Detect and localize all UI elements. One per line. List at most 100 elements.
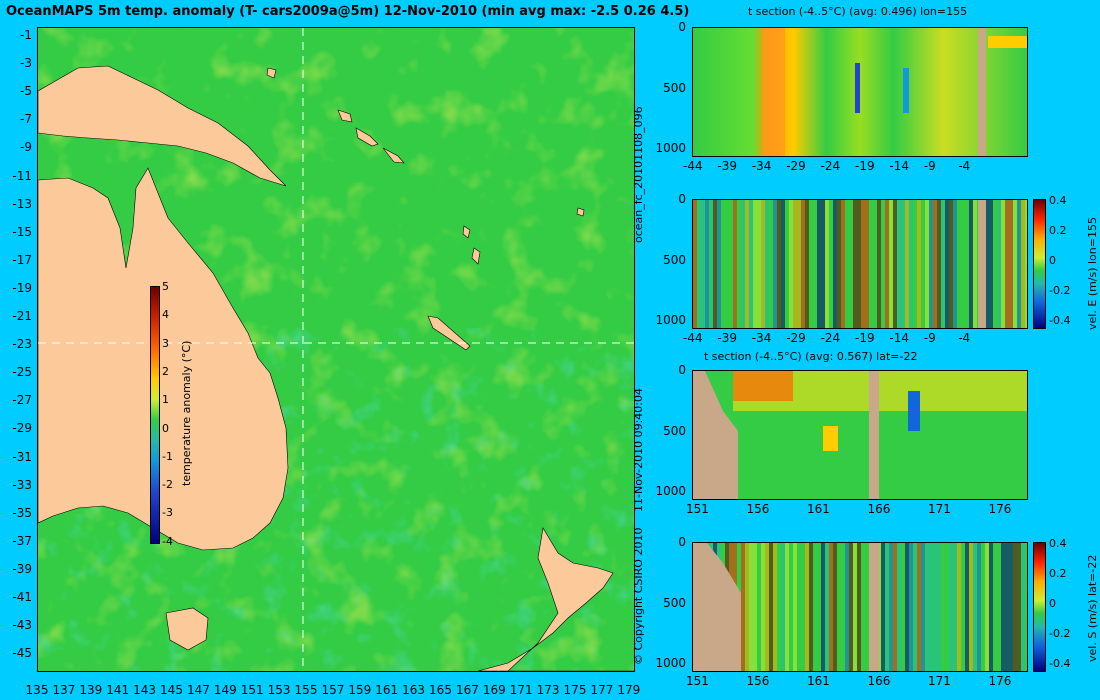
lat-tick-label: -9	[20, 140, 32, 155]
lon-tick-label: 161	[375, 683, 399, 697]
panel2-x-tick: -39	[717, 331, 737, 345]
new-guinea-land	[38, 65, 287, 187]
panel2-x-tick: -14	[889, 331, 909, 345]
panel1-x-tick: -19	[855, 159, 875, 173]
lat-tick-label: -15	[12, 224, 32, 239]
panel3-depth-tick: 500	[663, 423, 686, 438]
panel2-canvas	[693, 200, 1027, 328]
panel4-vel-south-lat-22[interactable]	[692, 542, 1028, 672]
panel2-x-tick: -19	[855, 331, 875, 345]
panel3-title: t section (-4..5°C) (avg: 0.567) lat=-22	[704, 350, 918, 363]
lon-tick-label: 165	[429, 683, 452, 697]
panel4-colorbar-tick: 0	[1049, 597, 1056, 610]
island-chain	[266, 67, 585, 265]
lat-tick-label: -5	[20, 84, 32, 99]
panel2-vel-east-lon155[interactable]	[692, 199, 1028, 329]
map-colorbar-tick: 2	[162, 364, 169, 378]
new-caledonia-land	[427, 315, 471, 351]
lat-tick-label: -43	[12, 618, 32, 633]
lon-tick-label: 163	[402, 683, 426, 697]
lon-tick-label: 173	[536, 683, 560, 697]
panel1-temp-section-lon155[interactable]	[692, 27, 1028, 157]
map-colorbar	[150, 286, 160, 544]
lat-tick-label: -7	[20, 112, 32, 127]
panel4-x-tick: 166	[867, 674, 891, 688]
map-colorbar-ticks: 5 4 3 2 1 0 -1 -2 -3 -4	[162, 280, 182, 550]
panel1-x-tick: -9	[923, 159, 936, 173]
panel1-x-tick: -24	[820, 159, 841, 173]
map-colorbar-tick: -1	[162, 449, 173, 463]
lat-tick-label: -17	[12, 252, 32, 267]
lon-tick-label: 159	[348, 683, 372, 697]
panel2-x-tick: -9	[923, 331, 936, 345]
lon-tick-label: 141	[106, 683, 130, 697]
panel4-canvas	[693, 543, 1027, 671]
lat-tick-label: -31	[12, 449, 32, 464]
lat-tick-label: -25	[12, 365, 32, 380]
panel4-x-tick: 176	[988, 674, 1012, 688]
panel3-depth-tick: 1000	[655, 484, 686, 498]
lon-tick-label: 147	[186, 683, 210, 697]
panel3-temp-section-lat-22[interactable]	[692, 370, 1028, 500]
panel1-x-tick: -34	[751, 159, 772, 173]
panel4-x-tick: 161	[807, 674, 830, 688]
panel2-x-tick: -4	[958, 331, 971, 345]
panel4-depth-tick: 500	[663, 595, 686, 610]
panel2-colorbar-tick: 0.4	[1049, 194, 1067, 207]
lon-tick-label: 171	[509, 683, 533, 697]
lat-tick-label: -21	[12, 309, 32, 323]
run-id-label: ocean_fc_20101108_096	[632, 106, 645, 243]
lat-tick-label: -39	[12, 561, 32, 576]
copyright-label: © Copyright CSIRO 2010	[632, 527, 645, 665]
lat-tick-label: -45	[12, 646, 32, 661]
panel3-x-tick: 151	[686, 502, 709, 516]
panel4-x-tick: 171	[928, 674, 951, 688]
panel4-depth-tick: 1000	[655, 656, 686, 670]
lon-tick-label: 149	[213, 683, 237, 697]
panel1-canvas	[693, 28, 1027, 156]
timestamp-label: 11-Nov-2010 09:40:04	[632, 387, 645, 512]
panel2-depth-tick: 1000	[655, 313, 686, 327]
map-colorbar-tick: 5	[162, 280, 169, 293]
lat-tick-label: -3	[20, 56, 32, 71]
lat-tick-label: -37	[12, 533, 32, 548]
panel3-x-tick: 166	[867, 502, 891, 516]
lon-tick-label: 169	[482, 683, 506, 697]
lon-tick-label: 177	[590, 683, 614, 697]
panel4-colorbar	[1033, 542, 1046, 672]
panel3-x-tick: 156	[746, 502, 770, 516]
lon-tick-label: 139	[79, 683, 103, 697]
lon-tick-label: 157	[321, 683, 345, 697]
panel1-depth-tick: 500	[663, 80, 686, 95]
panel4-colorbar-tick: 0.4	[1049, 537, 1067, 550]
lon-tick-label: 175	[563, 683, 587, 697]
map-colorbar-tick: 1	[162, 393, 169, 407]
lat-tick-label: -23	[12, 337, 32, 352]
lon-tick-label: 167	[455, 683, 479, 697]
panel2-colorbar-tick: 0	[1049, 254, 1056, 267]
panel1-x-tick: -39	[717, 159, 737, 173]
lon-tick-label: 153	[267, 683, 291, 697]
lon-tick-label: 151	[240, 683, 264, 697]
panel2-x-tick: -34	[751, 331, 772, 345]
panel2-depth-tick: 0	[678, 192, 686, 206]
panel4-colorbar-tick: -0.4	[1049, 657, 1071, 670]
map-colorbar-tick: -3	[162, 506, 173, 520]
panel4-x-tick: 156	[746, 674, 770, 688]
panel1-title: t section (-4..5°C) (avg: 0.496) lon=155	[748, 5, 968, 18]
panel3-canvas	[693, 371, 1027, 499]
map-colorbar-tick: 3	[162, 336, 169, 350]
map-colorbar-tick: 4	[162, 308, 169, 322]
panel4-colorbar-tick: 0.2	[1049, 567, 1067, 580]
map-colorbar-tick: -2	[162, 478, 173, 492]
temperature-anomaly-map[interactable]: 5 4 3 2 1 0 -1 -2 -3 -4 temperature anomaly (°C)	[37, 27, 635, 672]
lat-tick-label: -1	[20, 28, 32, 42]
new-zealand-land	[477, 527, 634, 671]
lat-tick-label: -35	[12, 505, 32, 520]
lat-tick-label: -19	[12, 280, 32, 295]
lon-tick-label: 135	[25, 683, 49, 697]
map-canvas	[38, 28, 634, 671]
lon-tick-label: 145	[160, 683, 183, 697]
panel2-colorbar	[1033, 199, 1046, 329]
lat-tick-label: -33	[12, 477, 32, 492]
